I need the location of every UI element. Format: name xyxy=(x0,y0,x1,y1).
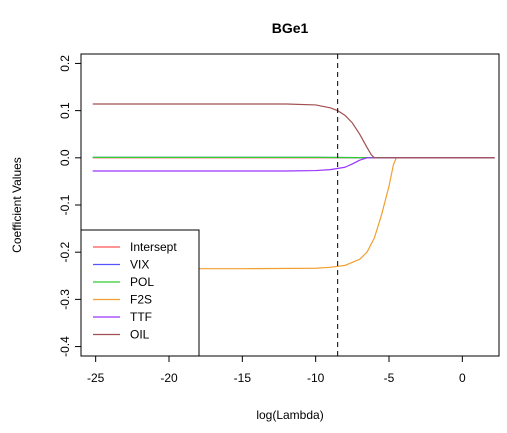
legend-label-ttf: TTF xyxy=(130,310,152,324)
x-tick-label: -5 xyxy=(384,371,395,385)
plot-area xyxy=(92,54,495,356)
y-tick-label: -0.4 xyxy=(58,336,72,357)
x-axis: -25 -20 -15 -10 -5 0 xyxy=(87,355,466,385)
series-line-oil xyxy=(92,103,495,159)
y-tick-label: -0.2 xyxy=(58,242,72,263)
x-tick-label: -15 xyxy=(234,371,252,385)
series-line-ttf xyxy=(92,157,495,172)
x-tick-label: -10 xyxy=(307,371,325,385)
x-tick-label: -25 xyxy=(87,371,105,385)
x-tick-label: 0 xyxy=(459,371,466,385)
y-tick-label: 0.2 xyxy=(58,55,72,72)
legend: Intersept VIX POL F2S TTF OIL xyxy=(80,229,200,357)
x-axis-label: log(Lambda) xyxy=(256,408,323,422)
y-tick-label: -0.3 xyxy=(58,289,72,310)
legend-label-pol: POL xyxy=(130,275,154,289)
chart-title: BGe1 xyxy=(272,20,309,36)
x-tick-label: -20 xyxy=(160,371,178,385)
series-line-f2s xyxy=(92,157,495,270)
legend-label-vix: VIX xyxy=(130,258,149,272)
y-tick-label: 0.0 xyxy=(58,149,72,166)
y-axis-label: Coefficient Values xyxy=(10,157,24,253)
y-tick-label: 0.1 xyxy=(58,102,72,119)
legend-label-intersept: Intersept xyxy=(130,240,177,254)
series-layer xyxy=(92,103,495,270)
y-tick-label: -0.1 xyxy=(58,194,72,215)
legend-label-f2s: F2S xyxy=(130,293,152,307)
legend-label-oil: OIL xyxy=(130,328,150,342)
y-axis: -0.4 -0.3 -0.2 -0.1 0.0 0.1 0.2 xyxy=(58,55,82,357)
